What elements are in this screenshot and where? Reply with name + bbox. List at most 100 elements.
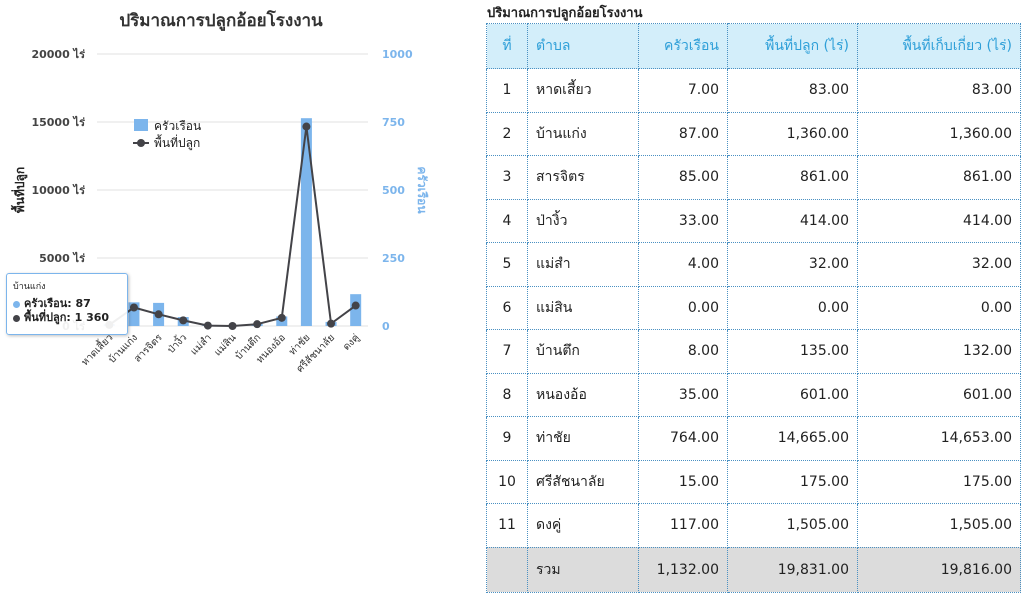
cell-harvested-area: 175.00 bbox=[857, 459, 1021, 504]
col-header-harvested-area: พื้นที่เก็บเกี่ยว (ไร่) bbox=[857, 23, 1021, 69]
cell-subdistrict: ศรีสัชนาลัย bbox=[527, 459, 639, 504]
cell-no: 8 bbox=[486, 372, 528, 417]
category-label: ดงคู่ bbox=[341, 332, 362, 353]
legend-item-area[interactable]: พื้นที่ปลูก bbox=[154, 134, 200, 151]
table-row: 1 หาดเสี้ยว 7.00 83.00 83.00 bbox=[486, 68, 1021, 113]
left-tick-label: 10000 ไร่ bbox=[31, 183, 85, 197]
right-tick-label: 1000 bbox=[382, 48, 413, 61]
cell-households: 7.00 bbox=[638, 68, 728, 113]
col-header-planted-area: พื้นที่ปลูก (ไร่) bbox=[727, 23, 858, 69]
cell-planted-area: 175.00 bbox=[727, 459, 858, 504]
line-point[interactable] bbox=[154, 310, 163, 319]
cell-harvested-area: 414.00 bbox=[857, 198, 1021, 243]
cell-households: 87.00 bbox=[638, 111, 728, 156]
cell-households: 117.00 bbox=[638, 503, 728, 548]
cell-planted-area: 83.00 bbox=[727, 68, 858, 113]
cell-households: 4.00 bbox=[638, 242, 728, 287]
tooltip-row-area: พื้นที่ปลูก: 1 360 bbox=[13, 311, 121, 325]
cell-subdistrict: บ้านตึก bbox=[527, 329, 639, 374]
bar-households[interactable] bbox=[300, 118, 312, 326]
line-point[interactable] bbox=[277, 313, 286, 322]
cell-no: 4 bbox=[486, 198, 528, 243]
cell-no: 7 bbox=[486, 329, 528, 374]
line-point[interactable] bbox=[253, 320, 262, 329]
legend-item-households[interactable]: ครัวเรือน bbox=[154, 119, 201, 133]
left-axis-title: พื้นที่ปลูก bbox=[10, 167, 28, 213]
cell-subdistrict: ท่าชัย bbox=[527, 416, 639, 461]
cell-harvested-area: 83.00 bbox=[857, 68, 1021, 113]
col-header-subdistrict: ตำบล bbox=[527, 23, 639, 69]
cell-harvested-area: 132.00 bbox=[857, 329, 1021, 374]
bar-households[interactable] bbox=[128, 302, 140, 326]
legend-bar-swatch[interactable] bbox=[134, 119, 148, 131]
cell-no: 11 bbox=[486, 503, 528, 548]
table-row: 9 ท่าชัย 764.00 14,665.00 14,653.00 bbox=[486, 416, 1021, 461]
category-label: หาดเสี้ยว bbox=[77, 330, 115, 368]
table-row: 3 สารจิตร 85.00 861.00 861.00 bbox=[486, 155, 1021, 200]
cell-planted-area: 32.00 bbox=[727, 242, 858, 287]
tooltip-households-text: ครัวเรือน: 87 bbox=[24, 297, 91, 310]
cell-planted-area: 601.00 bbox=[727, 372, 858, 417]
col-header-no: ที่ bbox=[486, 23, 528, 69]
chart-tooltip: บ้านแก่ง ครัวเรือน: 87 พื้นที่ปลูก: 1 36… bbox=[6, 273, 128, 335]
cell-planted-area: 414.00 bbox=[727, 198, 858, 243]
cell-planted-area: 1,505.00 bbox=[727, 503, 858, 548]
table-row: 10 ศรีสัชนาลัย 15.00 175.00 175.00 bbox=[486, 459, 1021, 504]
tooltip-header: บ้านแก่ง bbox=[13, 282, 46, 292]
left-tick-label: 20000 ไร่ bbox=[31, 47, 85, 61]
total-cell-harvested-area: 19,816.00 bbox=[857, 546, 1021, 593]
category-label: สารจิตร bbox=[132, 332, 165, 365]
left-tick-label: 15000 ไร่ bbox=[31, 115, 85, 129]
right-tick-label: 750 bbox=[382, 116, 405, 129]
total-cell-planted-area: 19,831.00 bbox=[727, 546, 858, 593]
line-point[interactable] bbox=[351, 301, 360, 310]
cell-planted-area: 861.00 bbox=[727, 155, 858, 200]
cell-harvested-area: 1,505.00 bbox=[857, 503, 1021, 548]
combo-chart: ปริมาณการปลูกอ้อยโรงงาน 20000 ไร่ 1000 150… bbox=[0, 0, 470, 592]
chart-title: ปริมาณการปลูกอ้อยโรงงาน bbox=[119, 10, 323, 32]
line-point[interactable] bbox=[327, 319, 336, 328]
right-axis-title: ครัวเรือน bbox=[415, 166, 429, 214]
cell-harvested-area: 14,653.00 bbox=[857, 416, 1021, 461]
line-point[interactable] bbox=[179, 316, 188, 325]
total-cell-no bbox=[486, 546, 528, 593]
table-row: 4 ป่างิ้ว 33.00 414.00 414.00 bbox=[486, 198, 1021, 243]
line-point[interactable] bbox=[302, 122, 311, 131]
cell-households: 764.00 bbox=[638, 416, 728, 461]
tooltip-row-households: ครัวเรือน: 87 bbox=[13, 297, 121, 311]
table-row: 7 บ้านตึก 8.00 135.00 132.00 bbox=[486, 329, 1021, 374]
cell-households: 33.00 bbox=[638, 198, 728, 243]
left-tick-label: 5000 ไร่ bbox=[39, 251, 85, 265]
line-point[interactable] bbox=[129, 303, 138, 312]
cell-planted-area: 0.00 bbox=[727, 285, 858, 330]
legend-line-marker[interactable] bbox=[137, 139, 145, 147]
line-point[interactable] bbox=[203, 321, 212, 330]
cell-households: 8.00 bbox=[638, 329, 728, 374]
cell-no: 5 bbox=[486, 242, 528, 287]
cell-harvested-area: 601.00 bbox=[857, 372, 1021, 417]
legend[interactable]: ครัวเรือน พื้นที่ปลูก bbox=[133, 119, 201, 151]
data-table-section: ปริมาณการปลูกอ้อยโรงงาน ที่ ตำบล ครัวเรื… bbox=[486, 4, 1021, 593]
cell-subdistrict: ดงคู่ bbox=[527, 503, 639, 548]
dot-icon bbox=[13, 314, 20, 322]
cell-harvested-area: 861.00 bbox=[857, 155, 1021, 200]
table-row: 11 ดงคู่ 117.00 1,505.00 1,505.00 bbox=[486, 503, 1021, 548]
cell-no: 9 bbox=[486, 416, 528, 461]
cell-no: 6 bbox=[486, 285, 528, 330]
cell-subdistrict: สารจิตร bbox=[527, 155, 639, 200]
cell-subdistrict: หนองอ้อ bbox=[527, 372, 639, 417]
table-row: 8 หนองอ้อ 35.00 601.00 601.00 bbox=[486, 372, 1021, 417]
table-row: 6 แม่สิน 0.00 0.00 0.00 bbox=[486, 285, 1021, 330]
cell-households: 0.00 bbox=[638, 285, 728, 330]
col-header-households: ครัวเรือน bbox=[638, 23, 728, 69]
line-point[interactable] bbox=[228, 322, 237, 330]
cell-subdistrict: หาดเสี้ยว bbox=[527, 68, 639, 113]
cell-planted-area: 135.00 bbox=[727, 329, 858, 374]
right-tick-label: 0 bbox=[382, 320, 390, 333]
table-header-row: ที่ ตำบล ครัวเรือน พื้นที่ปลูก (ไร่) พื้… bbox=[486, 23, 1021, 69]
data-table: ที่ ตำบล ครัวเรือน พื้นที่ปลูก (ไร่) พื้… bbox=[486, 23, 1021, 593]
cell-subdistrict: แม่สำ bbox=[527, 242, 639, 287]
bar-households[interactable] bbox=[350, 294, 362, 326]
cell-subdistrict: แม่สิน bbox=[527, 285, 639, 330]
cell-subdistrict: ป่างิ้ว bbox=[527, 198, 639, 243]
